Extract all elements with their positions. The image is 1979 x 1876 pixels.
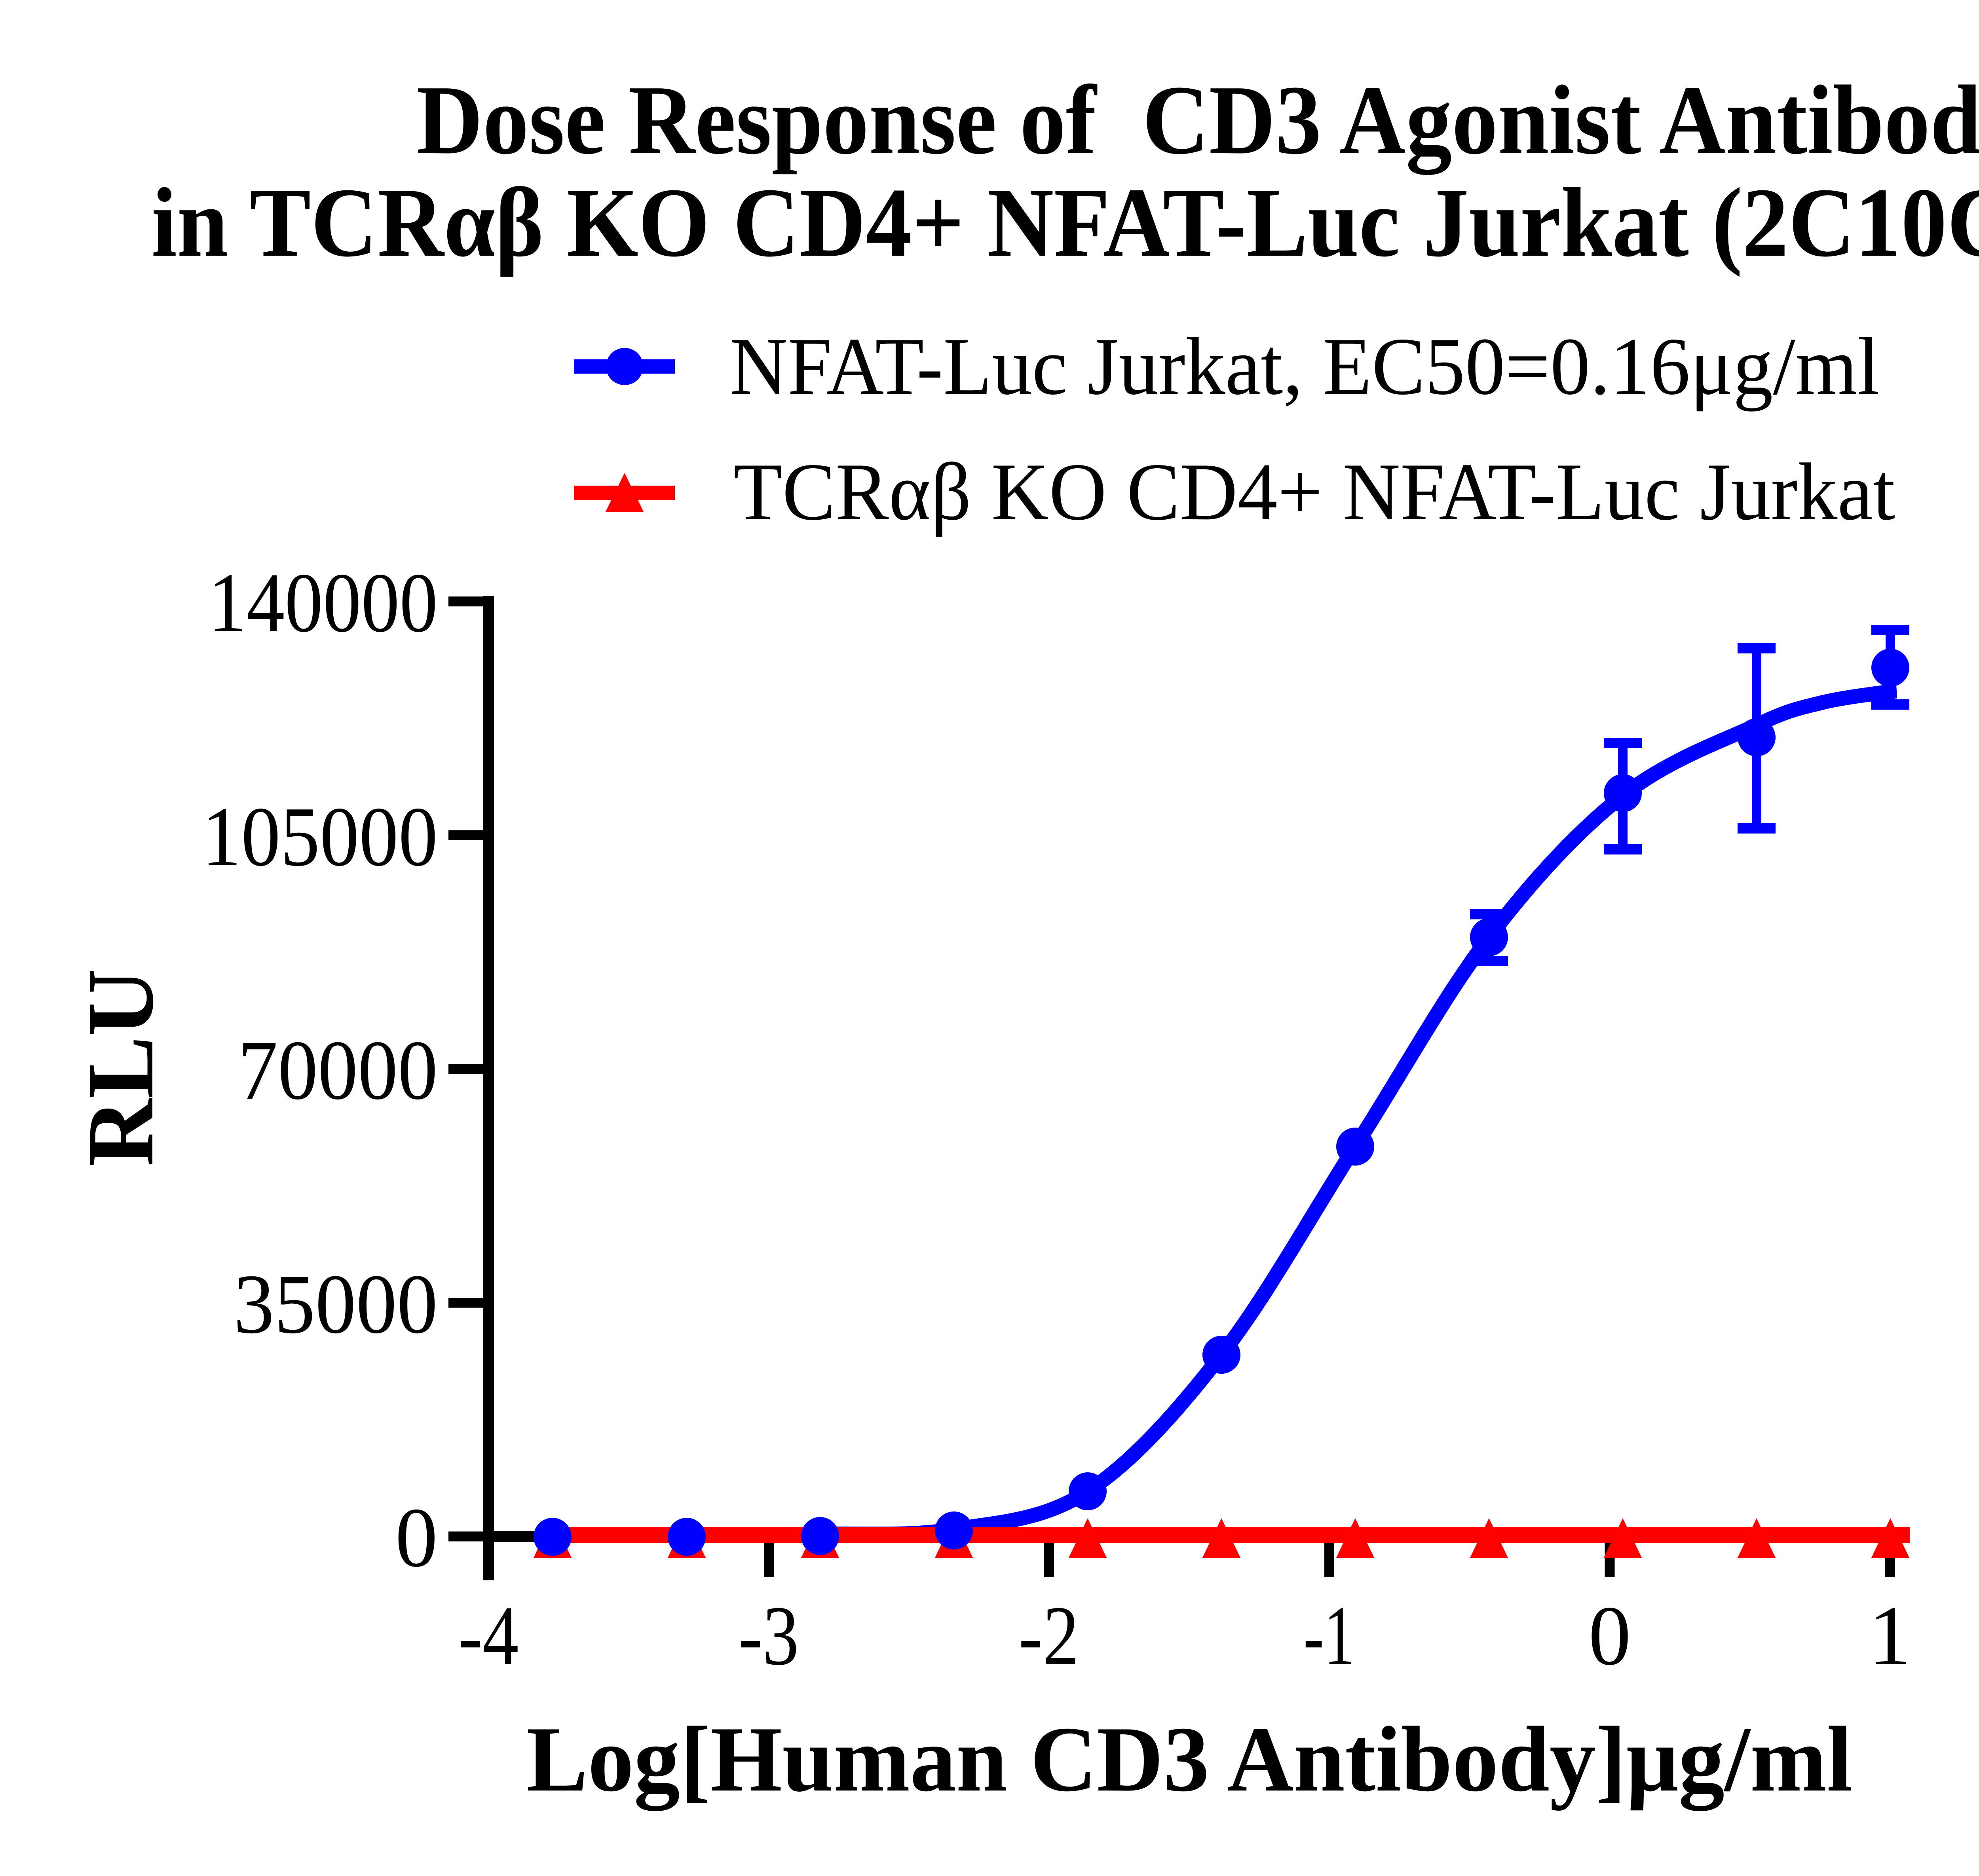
svg-text:1: 1 [1869,1588,1911,1683]
svg-text:140000: 140000 [208,555,438,650]
svg-text:70000: 70000 [238,1023,438,1117]
svg-text:-2: -2 [1019,1588,1079,1683]
svg-text:RLU: RLU [68,968,173,1166]
svg-text:Dose Response of CD3 Agonist: Dose Response of CD3 Agonist Antibody [416,65,1979,175]
svg-text:105000: 105000 [202,789,438,884]
svg-text:0: 0 [1588,1588,1631,1683]
svg-text:NFAT-Luc Jurkat, EC50=0.16μg/m: NFAT-Luc Jurkat, EC50=0.16μg/ml [730,321,1880,412]
svg-text:-3: -3 [739,1588,799,1683]
svg-text:TCRαβ KO CD4+ NFAT-Luc Jurkat: TCRαβ KO CD4+ NFAT-Luc Jurkat [733,446,1895,537]
svg-text:0: 0 [395,1490,438,1585]
svg-text:35000: 35000 [234,1257,438,1351]
svg-text:Log[Human CD3 Antibody]μg/ml: Log[Human CD3 Antibody]μg/ml [526,1708,1852,1811]
svg-text:-1: -1 [1303,1588,1355,1683]
svg-text:in TCRαβ KO CD4+ NFAT-Luc Jurk: in TCRαβ KO CD4+ NFAT-Luc Jurkat (2C10C1… [152,168,1979,277]
svg-text:-4: -4 [458,1588,519,1683]
